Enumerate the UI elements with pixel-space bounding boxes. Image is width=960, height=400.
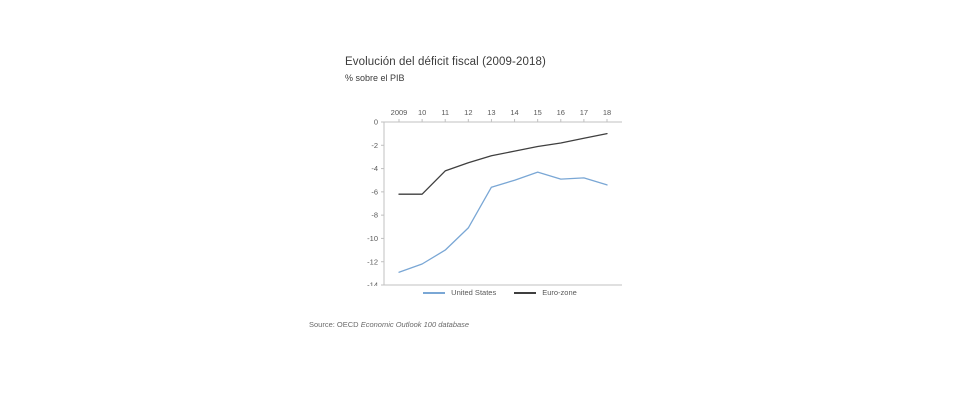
x-axis-label: 11 — [441, 108, 449, 117]
x-axis-label: 16 — [557, 108, 565, 117]
y-axis-label: -8 — [371, 211, 378, 220]
x-axis-label: 2009 — [391, 108, 408, 117]
legend-swatch — [423, 291, 446, 294]
legend-item-united-states: United States — [423, 288, 496, 297]
legend-label: Euro-zone — [542, 288, 577, 297]
y-axis-label: 0 — [374, 118, 378, 127]
x-axis-label: 15 — [533, 108, 541, 117]
series-line-euro-zone — [398, 132, 608, 195]
x-axis-label: 12 — [464, 108, 472, 117]
y-axis-label: -10 — [367, 234, 378, 243]
source-reference: Economic Outlook 100 database — [360, 320, 470, 329]
x-axis-label: 14 — [510, 108, 518, 117]
legend-swatch — [514, 291, 537, 294]
y-axis-label: -6 — [371, 187, 378, 196]
series-line-united-states — [398, 171, 608, 273]
chart-subtitle: % sobre el PIB — [345, 73, 405, 83]
legend-item-euro-zone: Euro-zone — [514, 288, 577, 297]
x-axis-label: 13 — [487, 108, 495, 117]
fiscal-deficit-line-chart: 0 -2 -4 -6 -8 -10 -12 -14 2009 10 11 12 13 14 15 16 17 18 — [367, 108, 622, 286]
source-prefix: Source: OECD — [309, 320, 361, 329]
x-axis-label: 18 — [603, 108, 611, 117]
x-axis-label: 10 — [418, 108, 426, 117]
y-axis-label: -14 — [367, 281, 378, 286]
chart-legend: United States Euro-zone — [340, 288, 660, 297]
x-axis-label: 17 — [580, 108, 588, 117]
y-axis-label: -4 — [371, 164, 378, 173]
source-note: Source: OECD Economic Outlook 100 databa… — [309, 320, 469, 329]
y-axis-label: -12 — [367, 257, 378, 266]
chart-title: Evolución del déficit fiscal (2009-2018) — [345, 56, 546, 68]
y-axis-label: -2 — [371, 141, 378, 150]
legend-label: United States — [451, 288, 497, 297]
